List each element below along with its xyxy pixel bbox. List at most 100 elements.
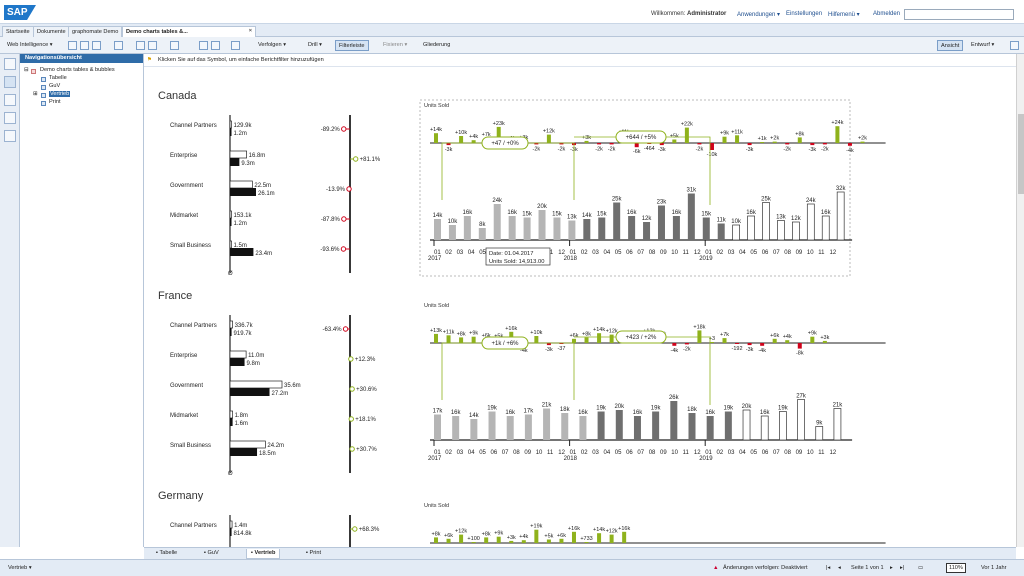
export-pdf-icon[interactable] — [170, 41, 179, 50]
tab-graphomate-demo[interactable]: graphomate Demo — [68, 26, 123, 37]
redo-icon[interactable] — [211, 41, 220, 50]
tree-item-vertrieb[interactable]: Vertrieb — [49, 91, 71, 97]
verfolgen-button[interactable]: Verfolgen ▾ — [258, 42, 286, 48]
x-tick-label: 02 — [581, 450, 588, 456]
units-bar — [670, 401, 678, 440]
tree-item-tabelle[interactable]: Tabelle — [49, 75, 67, 81]
delta-label: +9k — [720, 131, 729, 137]
delta-bar-positive — [785, 340, 790, 343]
delta-bar-negative — [659, 143, 664, 146]
gliederung-button[interactable]: Gliederung — [423, 42, 451, 48]
delta-bar-positive — [446, 335, 451, 343]
entwurf-button[interactable]: Entwurf ▾ — [971, 42, 995, 48]
print-icon[interactable] — [114, 41, 123, 50]
tab-demo-charts[interactable]: Demo charts tables &... × — [122, 26, 256, 37]
delta-bar-negative — [760, 343, 765, 346]
help-icon[interactable] — [1010, 41, 1019, 50]
delta-label: +4k — [469, 134, 478, 140]
delta-bar-negative — [534, 143, 539, 145]
bar-value-current: 24.2m — [267, 443, 284, 449]
delta-label: -2k — [783, 146, 791, 152]
country-title: Germany — [158, 490, 204, 502]
delta-bar-positive — [722, 136, 727, 143]
tab-demo-charts-label: Demo charts tables &... — [126, 29, 188, 35]
input-controls-icon[interactable] — [4, 94, 16, 106]
vertical-scrollbar[interactable] — [1016, 54, 1024, 547]
delta-bar-positive — [534, 336, 539, 343]
page-layout-icon[interactable]: ▭ — [918, 565, 924, 571]
data-icon[interactable] — [4, 112, 16, 124]
mode-dropdown[interactable]: Web Intelligence ▾ — [7, 42, 53, 48]
document-icon — [31, 69, 36, 74]
status-report-select[interactable]: Vertrieb ▾ — [8, 565, 32, 571]
units-bar-label: 16k — [705, 410, 716, 416]
drill-button[interactable]: Drill ▾ — [308, 42, 322, 48]
bar-previous — [230, 158, 240, 166]
tooltip-units: Units Sold: 14,913.00 — [489, 259, 544, 265]
ansicht-button[interactable]: Ansicht — [937, 40, 964, 51]
units-bar — [747, 215, 755, 241]
delta-bar-positive — [521, 540, 526, 543]
tree-item-guv[interactable]: GuV — [49, 83, 61, 89]
close-icon[interactable]: × — [248, 28, 252, 34]
x-tick-label: 02 — [717, 250, 724, 256]
collapse-icon[interactable]: ⊟ — [24, 67, 29, 73]
delta-label: +10k — [455, 130, 467, 136]
prev-page-icon[interactable]: ◂ — [838, 565, 841, 571]
report-tab-guv[interactable]: ▪ GuV — [204, 550, 219, 556]
report-tab-print-label: Print — [309, 550, 322, 556]
scrollbar-thumb[interactable] — [1018, 114, 1024, 194]
navigation-panel: Navigationsübersicht ⊟ Demo charts table… — [20, 54, 144, 547]
annotation-text: +1k / +6% — [491, 341, 519, 347]
delta-label: +19k — [530, 524, 542, 530]
tab-startseite[interactable]: Startseite — [2, 26, 34, 37]
last-page-icon[interactable]: ▸| — [900, 565, 905, 571]
x-tick-label: 02 — [445, 250, 452, 256]
user-prompts-icon[interactable] — [4, 130, 16, 142]
expand-icon[interactable]: ⊞ — [33, 91, 38, 97]
x-tick-label: 05 — [615, 450, 622, 456]
x-tick-label: 03 — [457, 450, 464, 456]
refresh-icon[interactable] — [231, 41, 240, 50]
delta-label: +12k — [543, 129, 555, 135]
next-page-icon[interactable]: ▸ — [890, 565, 893, 571]
delta-bar-negative — [747, 343, 752, 346]
link-einstellungen[interactable]: Einstellungen — [786, 11, 823, 17]
units-bar — [478, 228, 486, 240]
new-icon[interactable] — [68, 41, 77, 50]
bar-current — [229, 380, 283, 389]
report-tab-vertrieb[interactable]: ▪ Vertrieb — [246, 549, 281, 559]
export-icon[interactable] — [148, 41, 157, 50]
x-tick-label: 10 — [536, 450, 543, 456]
tree-item-root[interactable]: Demo charts tables & bubbles — [40, 67, 115, 73]
delta-bar-negative — [672, 343, 677, 346]
tree-item-print[interactable]: Print — [49, 99, 61, 105]
link-abmelden[interactable]: Abmelden — [873, 11, 901, 17]
search-input[interactable] — [904, 9, 1014, 20]
find-icon[interactable] — [136, 41, 145, 50]
zoom-field[interactable]: 110% — [946, 563, 966, 573]
tab-dokumente[interactable]: Dokumente — [33, 26, 70, 37]
filterleiste-button[interactable]: Filterleiste — [335, 40, 369, 51]
link-hilfemenu[interactable]: Hilfemenü ▾ — [828, 12, 860, 18]
report-tab-print[interactable]: ▪ Print — [306, 550, 322, 556]
delta-label: +5k — [544, 534, 553, 540]
x-tick-label: 11 — [683, 250, 690, 256]
units-bar — [613, 202, 621, 240]
fixieren-button[interactable]: Fixieren ▾ — [383, 42, 408, 48]
link-anwendungen[interactable]: Anwendungen ▾ — [737, 12, 781, 18]
x-tick-label: 03 — [457, 250, 464, 256]
filter-bar: ⚑ Klicken Sie auf das Symbol, um einfach… — [144, 54, 1016, 67]
navigation-map-icon[interactable] — [4, 76, 16, 88]
open-folder-icon[interactable] — [80, 41, 89, 50]
units-bar — [523, 217, 531, 240]
report-tab-tabelle[interactable]: ▪ Tabelle — [156, 550, 178, 556]
units-bar-label: 10k — [448, 219, 459, 225]
first-page-icon[interactable]: |◂ — [826, 565, 831, 571]
filter-icon[interactable]: ⚑ — [147, 57, 153, 63]
x-tick-label: 08 — [784, 250, 791, 256]
undo-icon[interactable] — [199, 41, 208, 50]
document-summary-icon[interactable] — [4, 58, 16, 70]
units-sold-title: Units Sold — [424, 503, 449, 509]
save-icon[interactable] — [92, 41, 101, 50]
